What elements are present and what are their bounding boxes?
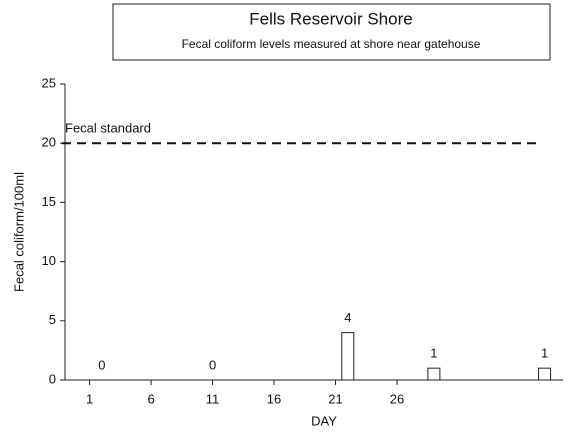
- x-tick-label: 16: [267, 391, 281, 406]
- y-tick-label: 0: [49, 371, 56, 386]
- value-label: 4: [344, 310, 351, 325]
- value-label: 0: [98, 357, 105, 372]
- x-tick-label: 26: [390, 391, 404, 406]
- y-tick-label: 5: [49, 312, 56, 327]
- y-tick-label: 25: [42, 75, 56, 90]
- chart-subtitle: Fecal coliform levels measured at shore …: [182, 37, 481, 51]
- value-label: 1: [541, 346, 548, 361]
- bar: [341, 332, 355, 381]
- x-tick-label: 1: [86, 391, 93, 406]
- y-tick-label: 20: [42, 135, 56, 150]
- x-tick-label: 6: [147, 391, 154, 406]
- bar: [427, 367, 441, 381]
- y-tick-label: 10: [42, 253, 56, 268]
- bar: [538, 367, 552, 381]
- x-tick-label: 11: [206, 391, 220, 406]
- x-tick-label: 21: [328, 391, 342, 406]
- title-box: [112, 3, 551, 61]
- y-axis-label: Fecal coliform/100ml: [11, 172, 26, 292]
- y-tick-label: 15: [42, 194, 56, 209]
- chart-title: Fells Reservoir Shore: [249, 9, 412, 28]
- value-label: 0: [209, 357, 216, 372]
- reference-label: Fecal standard: [65, 121, 151, 136]
- value-label: 1: [430, 346, 437, 361]
- x-axis-label: DAY: [311, 413, 337, 428]
